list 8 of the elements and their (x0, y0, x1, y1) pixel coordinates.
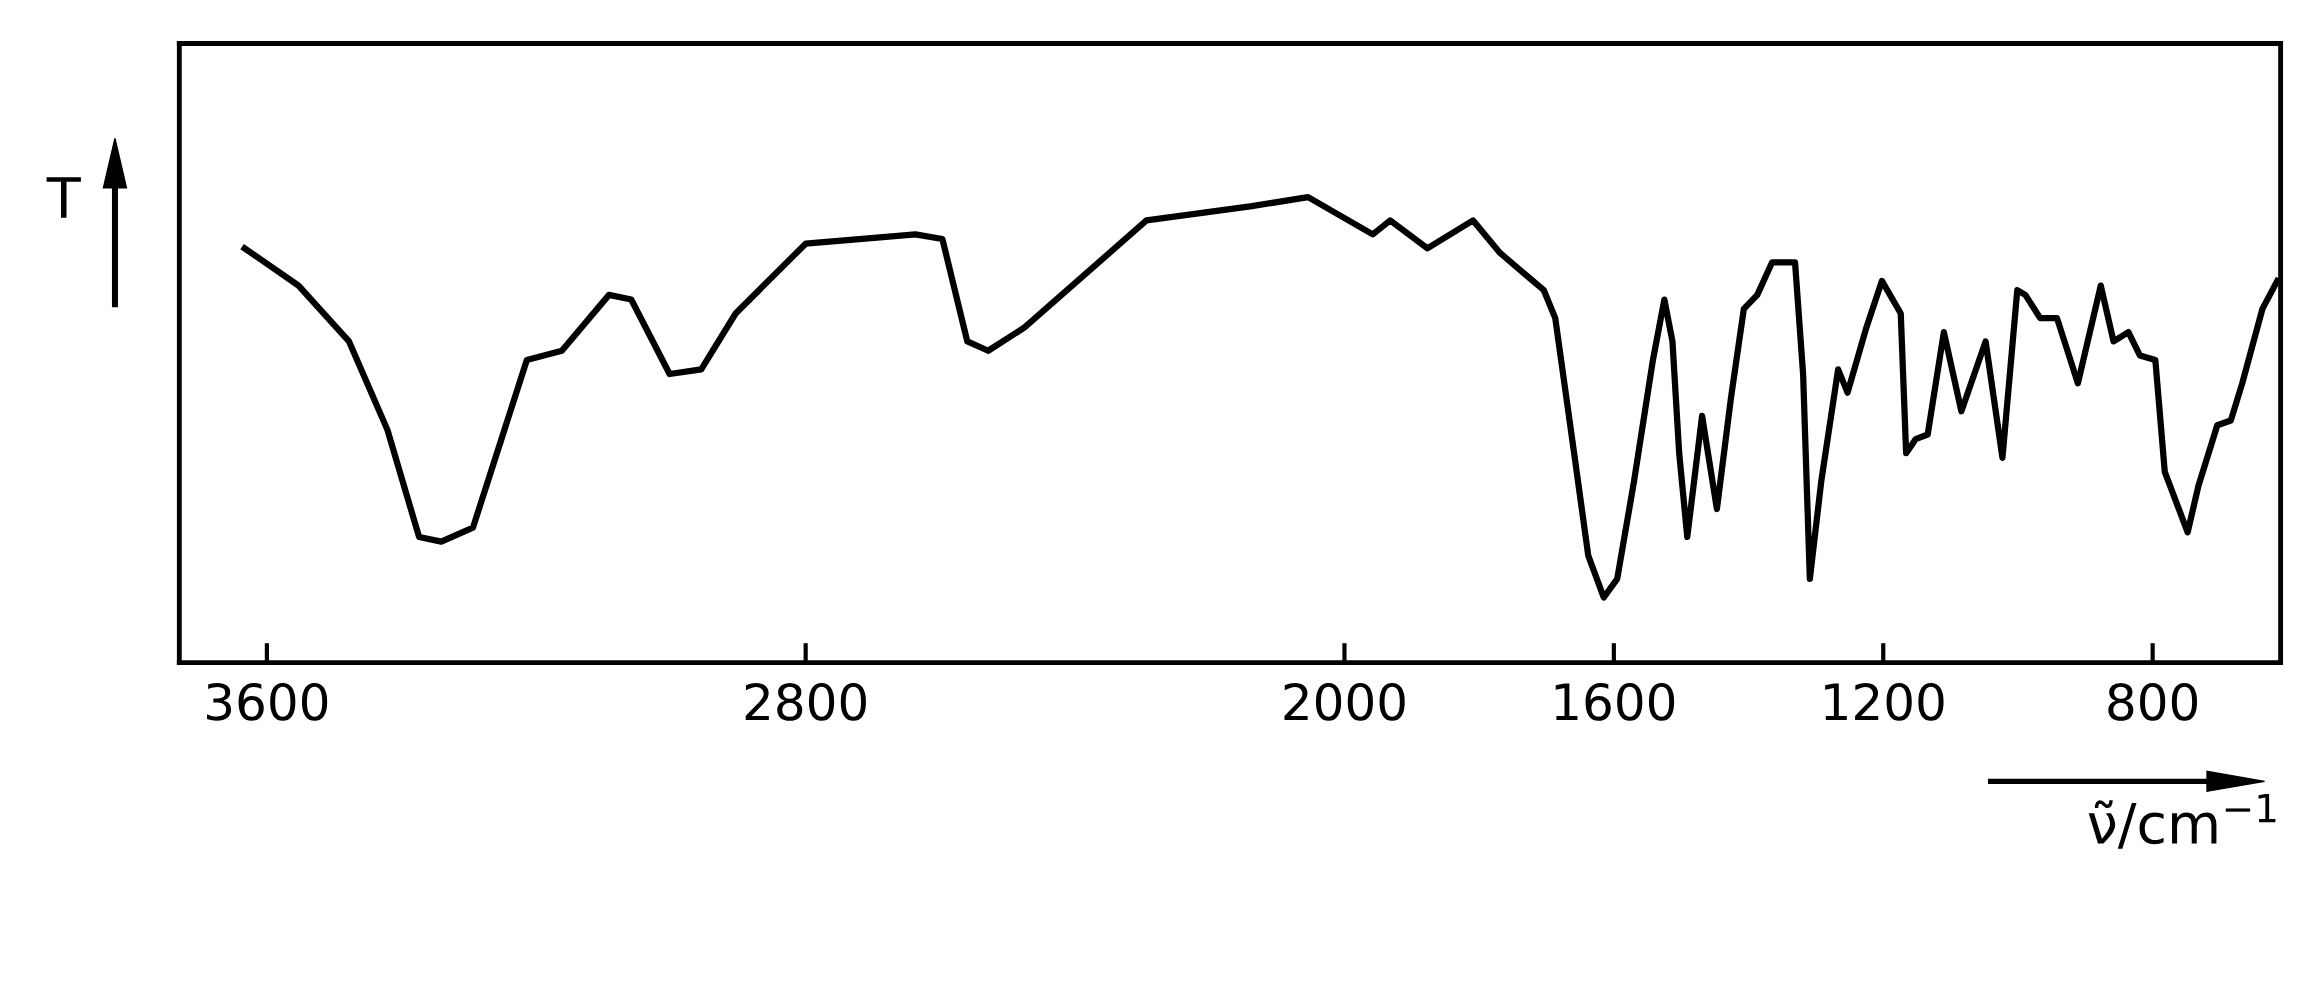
x-axis-title: ν̃/cm$^{−1}$ (2088, 793, 2276, 849)
y-axis-title: T (46, 177, 81, 218)
x-tick-label: 800 (2108, 682, 2198, 721)
x-tick-label: 2800 (745, 682, 866, 721)
x-tick-label: 2000 (1284, 682, 1405, 721)
x-tick-label: 3600 (207, 682, 328, 721)
x-tick-label: 1600 (1555, 682, 1675, 721)
x-tick-label: 1200 (1825, 682, 1944, 721)
